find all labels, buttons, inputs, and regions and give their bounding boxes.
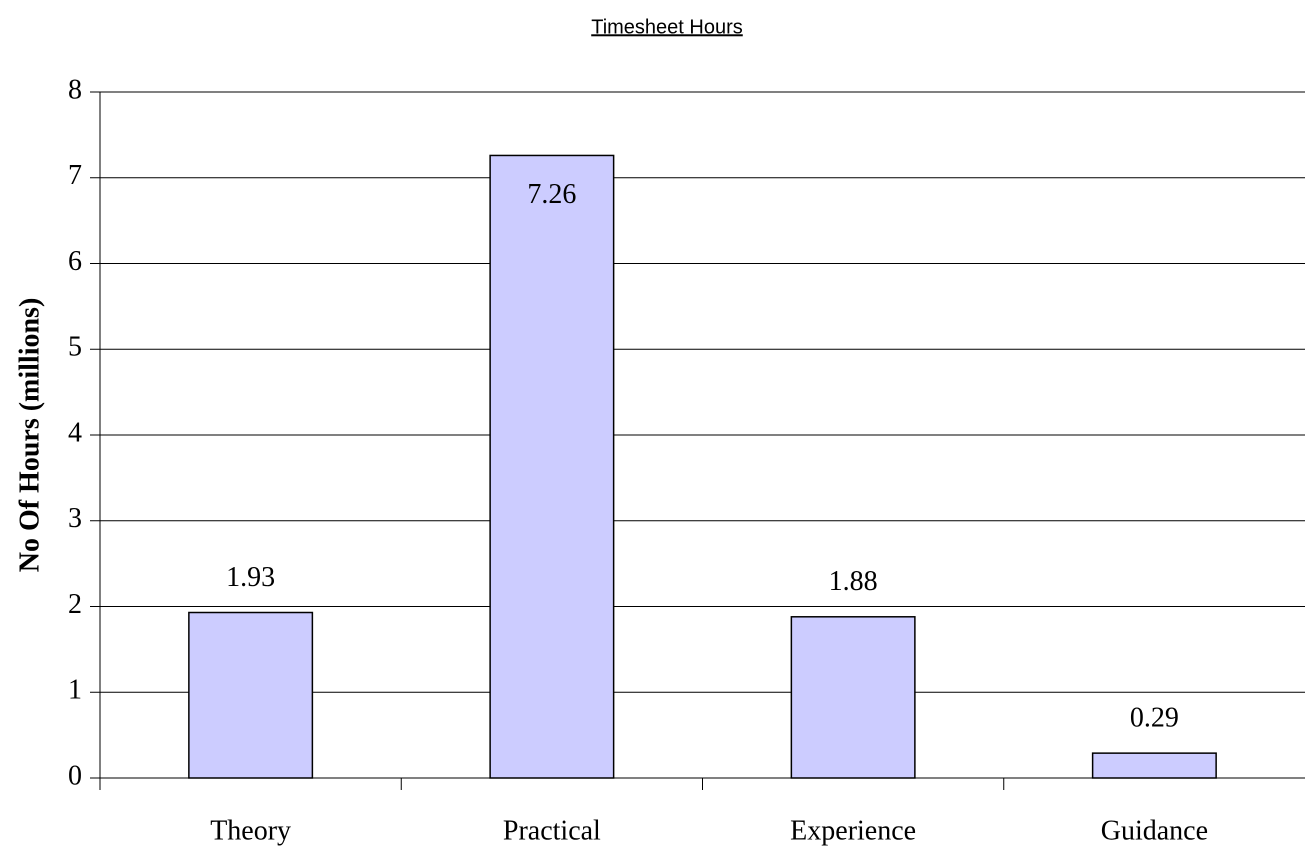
bar: [489, 154, 615, 779]
data-label: 0.29: [1130, 703, 1179, 734]
bar: [1091, 752, 1217, 779]
data-label: 7.26: [527, 179, 576, 210]
y-tick-label: 5: [68, 332, 82, 363]
bar: [790, 616, 916, 779]
y-tick-label: 7: [68, 160, 82, 191]
y-tick-label: 2: [68, 589, 82, 620]
data-label: 1.88: [829, 566, 878, 597]
x-tick-label: Theory: [210, 815, 291, 846]
data-label: 1.93: [226, 562, 275, 593]
y-tick-label: 8: [68, 74, 82, 105]
x-tick-label: Practical: [503, 815, 601, 846]
y-tick-label: 1: [68, 675, 82, 706]
y-tick-label: 6: [68, 246, 82, 277]
bar: [188, 611, 314, 779]
y-tick-label: 3: [68, 503, 82, 534]
x-tick-label: Experience: [790, 815, 916, 846]
chart-title: Timesheet Hours: [591, 16, 743, 38]
y-tick-label: 4: [68, 417, 82, 448]
y-tick-label: 0: [68, 760, 82, 791]
y-axis-label: No Of Hours (millions): [14, 298, 45, 573]
x-tick-label: Guidance: [1101, 815, 1208, 846]
